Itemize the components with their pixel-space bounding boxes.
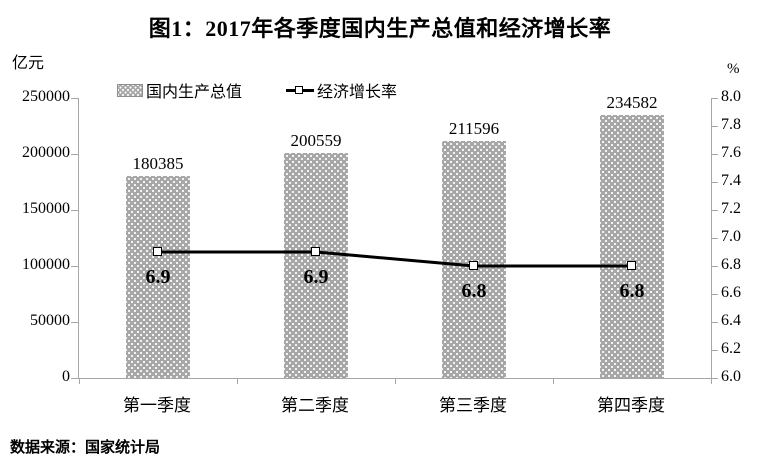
right-axis-tick-label: 6.4	[721, 312, 741, 329]
growth-rate-label: 6.9	[145, 266, 171, 288]
x-axis-tick	[394, 378, 396, 384]
left-axis-tick	[71, 377, 78, 379]
right-axis-tick-label: 6.2	[721, 340, 741, 357]
right-axis-unit-label: %	[727, 61, 740, 77]
right-axis-tick-label: 6.0	[721, 368, 741, 385]
line-marker-swatch-icon	[286, 85, 315, 96]
left-axis-unit-label: 亿元	[12, 55, 45, 72]
gdp-bar-第二季度	[284, 153, 348, 378]
left-axis-tick	[71, 321, 78, 323]
legend-item-gdp: 国内生产总值	[117, 78, 242, 102]
left-axis-tick-label: 100000	[22, 256, 70, 273]
right-axis-tick	[711, 181, 718, 183]
left-axis-tick-label: 50000	[30, 312, 70, 329]
right-axis-tick-label: 7.8	[721, 116, 741, 133]
category-label-第四季度: 第四季度	[597, 396, 665, 415]
right-axis-tick-label: 7.4	[721, 172, 741, 189]
bar-value-label: 200559	[290, 131, 342, 151]
left-axis-tick-label: 0	[62, 368, 70, 385]
growth-rate-label: 6.8	[619, 280, 645, 302]
left-axis-tick	[71, 153, 78, 155]
right-axis-tick	[711, 97, 718, 99]
line-marker	[469, 261, 478, 270]
right-axis-tick-label: 6.8	[721, 256, 741, 273]
left-axis-tick	[71, 209, 78, 211]
left-axis-tick-label: 150000	[22, 200, 70, 217]
right-axis-tick-label: 8.0	[721, 88, 741, 105]
right-axis-tick-label: 7.6	[721, 144, 741, 161]
right-axis-tick	[711, 321, 718, 323]
right-axis-tick-label: 7.0	[721, 228, 741, 245]
right-axis-tick	[711, 265, 718, 267]
line-marker	[627, 261, 636, 270]
x-axis-tick	[78, 378, 80, 384]
legend-label-growth-rate: 经济增长率	[317, 84, 398, 101]
right-axis-tick	[711, 153, 718, 155]
x-axis-tick	[236, 378, 238, 384]
source-note: 数据来源：国家统计局	[10, 439, 161, 456]
left-axis-tick-label: 200000	[22, 144, 70, 161]
gdp-bar-第一季度	[126, 175, 190, 378]
right-axis-tick-label: 7.2	[721, 200, 741, 217]
right-axis-tick	[711, 377, 718, 379]
x-axis-tick	[710, 378, 712, 384]
chart-title: 图1：2017年各季度国内生产总值和经济增长率	[148, 16, 612, 41]
right-axis-tick	[711, 209, 718, 211]
bar-pattern-swatch-icon	[117, 83, 143, 97]
line-marker	[311, 247, 320, 256]
legend-label-gdp: 国内生产总值	[146, 84, 243, 101]
right-axis-tick	[711, 237, 718, 239]
bar-value-label: 234582	[606, 93, 658, 113]
bar-value-label: 180385	[132, 153, 184, 173]
left-axis-tick-label: 250000	[22, 88, 70, 105]
left-axis-tick	[71, 97, 78, 99]
growth-rate-line	[158, 250, 632, 268]
line-marker	[153, 247, 162, 256]
right-axis-tick	[711, 349, 718, 351]
right-axis-tick-label: 6.6	[721, 284, 741, 301]
growth-rate-label: 6.8	[461, 280, 487, 302]
category-label-第一季度: 第一季度	[123, 396, 191, 415]
growth-rate-label: 6.9	[303, 266, 329, 288]
line-swatch-marker	[295, 85, 304, 94]
right-axis-tick	[711, 293, 718, 295]
gdp-bar-第四季度	[600, 115, 664, 378]
right-axis-tick	[711, 125, 718, 127]
legend: 国内生产总值 经济增长率	[117, 78, 397, 102]
category-label-第三季度: 第三季度	[439, 396, 507, 415]
x-axis-tick	[552, 378, 554, 384]
left-axis-tick	[71, 265, 78, 267]
bar-value-label: 211596	[448, 119, 500, 138]
legend-item-growth-rate: 经济增长率	[286, 78, 397, 102]
plot-area: 180385 200559 211596 234582 6.9 6.9 6.8 6.8	[71, 93, 718, 384]
category-label-第二季度: 第二季度	[281, 396, 349, 415]
gdp-bar-第三季度	[442, 141, 506, 378]
